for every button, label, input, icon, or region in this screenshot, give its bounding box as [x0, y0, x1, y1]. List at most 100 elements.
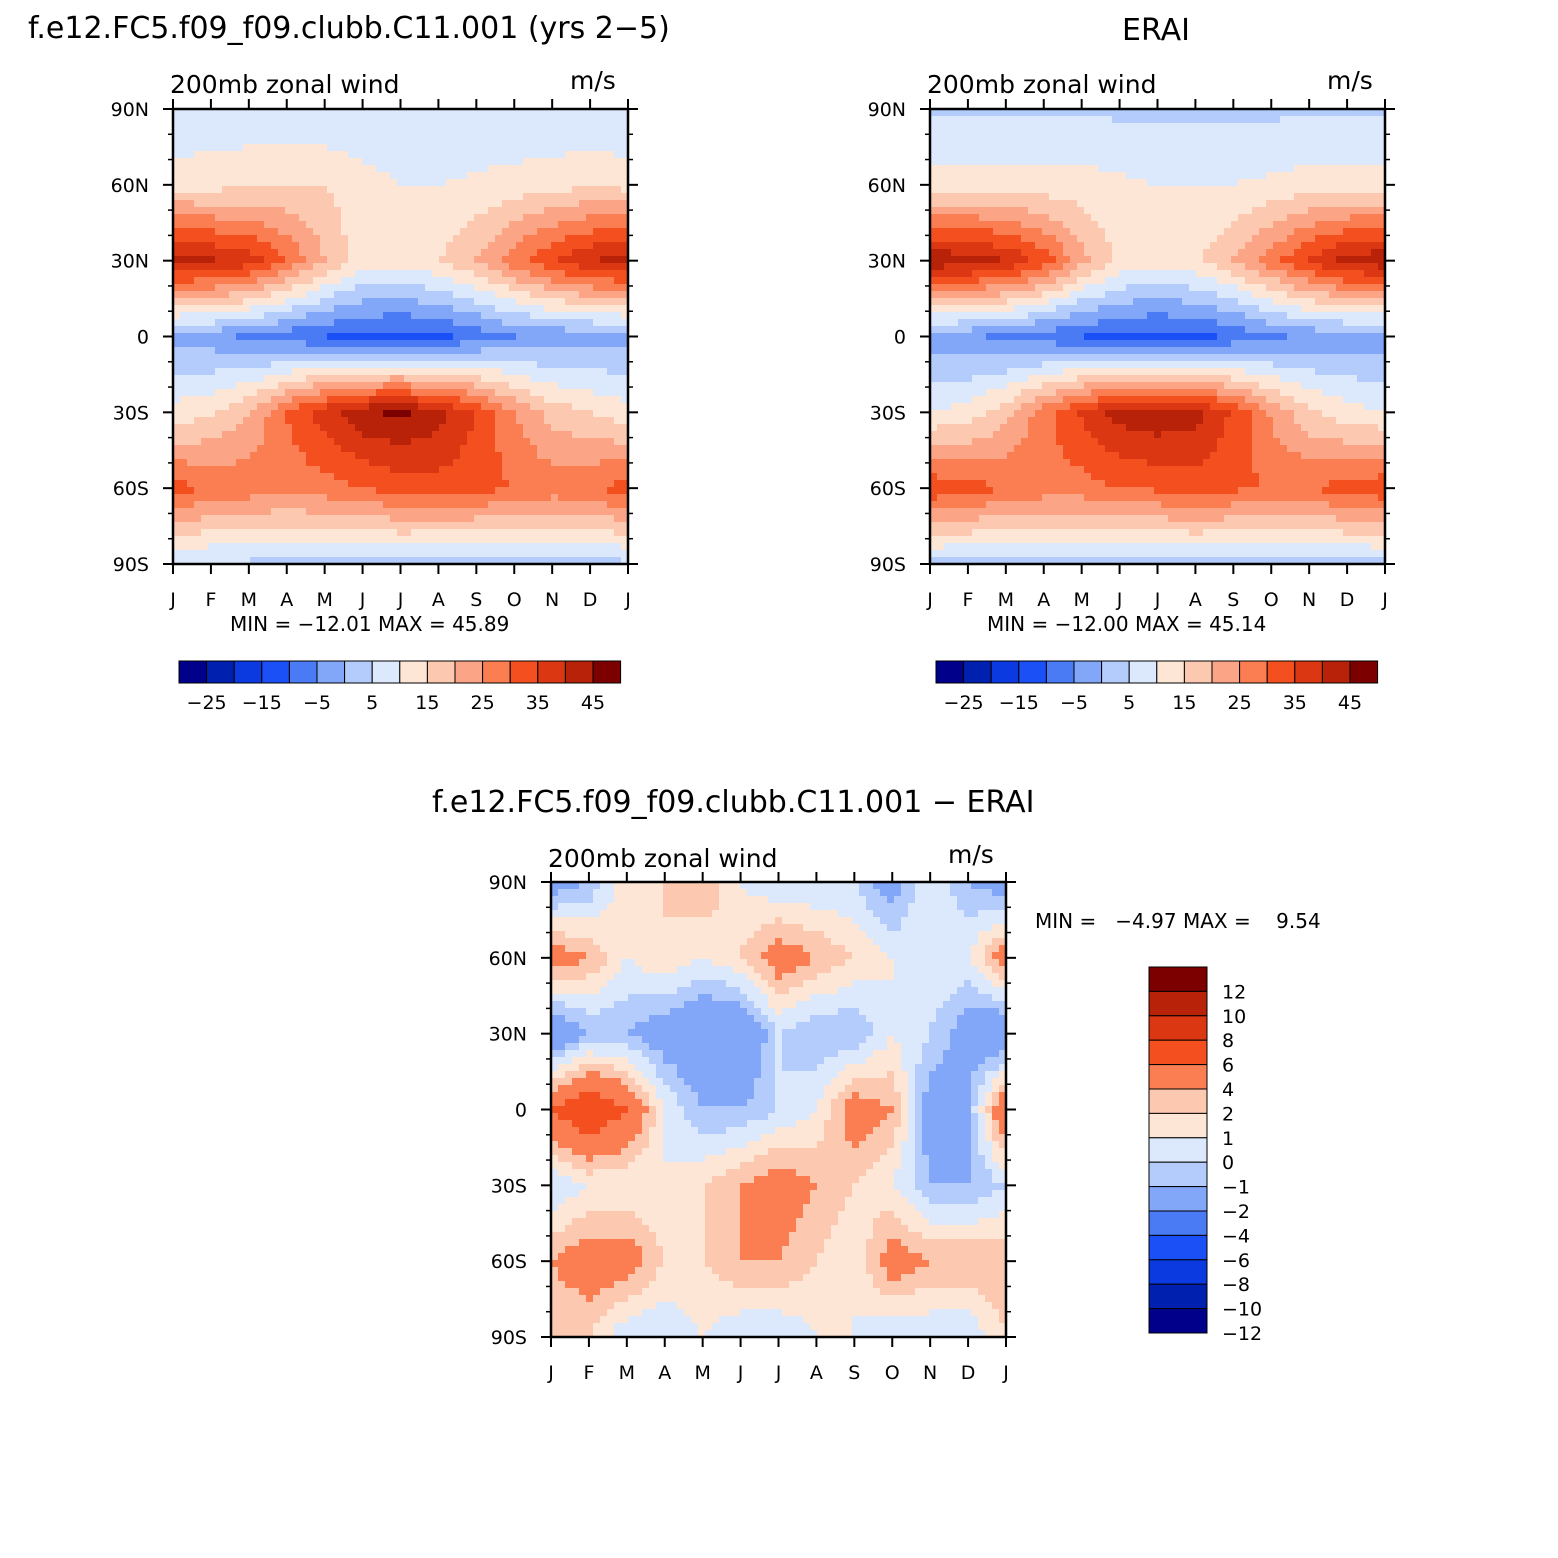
heatmap-cell — [1287, 165, 1295, 173]
heatmap-cell — [572, 270, 580, 278]
heatmap-cell — [327, 333, 335, 341]
heatmap-cell — [285, 473, 293, 481]
heatmap-cell — [369, 186, 377, 194]
heatmap-cell — [194, 459, 202, 467]
heatmap-cell — [432, 165, 440, 173]
heatmap-cell — [495, 501, 503, 509]
heatmap-cell — [432, 116, 440, 124]
heatmap-cell — [460, 396, 468, 404]
heatmap-cell — [334, 480, 342, 488]
heatmap-cell — [607, 522, 615, 530]
heatmap-cell — [565, 424, 573, 432]
heatmap-cell — [579, 501, 587, 509]
heatmap-cell — [579, 130, 587, 138]
heatmap-cell — [544, 452, 552, 460]
heatmap-cell — [600, 403, 608, 411]
heatmap-cell — [313, 389, 321, 397]
heatmap-cell — [299, 158, 307, 166]
heatmap-cell — [502, 368, 510, 376]
heatmap-cell — [201, 508, 209, 516]
heatmap-cell — [418, 417, 426, 425]
heatmap-cell — [264, 116, 272, 124]
heatmap-cell — [614, 179, 622, 187]
heatmap-cell — [586, 165, 594, 173]
heatmap-cell — [222, 207, 230, 215]
heatmap-cell — [215, 326, 223, 334]
heatmap-cell — [579, 389, 587, 397]
heatmap-cell — [362, 249, 370, 257]
heatmap-cell — [516, 375, 524, 383]
heatmap-cell — [173, 389, 181, 397]
heatmap-cell — [404, 452, 412, 460]
heatmap-cell — [250, 333, 258, 341]
heatmap-cell — [243, 473, 251, 481]
heatmap-cell — [355, 445, 363, 453]
heatmap-cell — [558, 221, 566, 229]
heatmap-cell — [509, 298, 517, 306]
heatmap-cell — [341, 144, 349, 152]
heatmap-cell — [586, 235, 594, 243]
heatmap-cell — [495, 361, 503, 369]
heatmap-cell — [986, 172, 994, 180]
heatmap-cell — [411, 256, 419, 264]
heatmap-cell — [614, 368, 622, 376]
heatmap-cell — [264, 375, 272, 383]
heatmap-cell — [600, 417, 608, 425]
heatmap-cell — [341, 207, 349, 215]
heatmap-cell — [537, 179, 545, 187]
heatmap-cell — [327, 123, 335, 131]
heatmap-cell — [509, 214, 517, 222]
heatmap-cell — [397, 228, 405, 236]
heatmap-cell — [1000, 130, 1008, 138]
heatmap-cell — [558, 200, 566, 208]
heatmap-cell — [271, 151, 279, 159]
heatmap-cell — [418, 116, 426, 124]
heatmap-cell — [944, 158, 952, 166]
heatmap-cell — [488, 522, 496, 530]
heatmap-cell — [502, 165, 510, 173]
heatmap-cell — [495, 151, 503, 159]
heatmap-cell — [516, 417, 524, 425]
heatmap-cell — [439, 347, 447, 355]
heatmap-cell — [271, 207, 279, 215]
heatmap-cell — [439, 116, 447, 124]
heatmap-cell — [1196, 172, 1204, 180]
heatmap-cell — [243, 221, 251, 229]
heatmap-cell — [495, 340, 503, 348]
heatmap-cell — [306, 186, 314, 194]
heatmap-cell — [1287, 130, 1295, 138]
heatmap-cell — [250, 410, 258, 418]
heatmap-cell — [1315, 116, 1323, 124]
heatmap-cell — [558, 522, 566, 530]
heatmap-cell — [1357, 144, 1365, 152]
heatmap-cell — [453, 263, 461, 271]
heatmap-cell — [425, 543, 433, 551]
heatmap-cell — [243, 494, 251, 502]
heatmap-cell — [439, 312, 447, 320]
heatmap-cell — [944, 165, 952, 173]
heatmap-cell — [523, 417, 531, 425]
heatmap-cell — [362, 172, 370, 180]
heatmap-cell — [586, 137, 594, 145]
heatmap-cell — [446, 130, 454, 138]
heatmap-cell — [467, 263, 475, 271]
heatmap-cell — [201, 333, 209, 341]
heatmap-cell — [572, 179, 580, 187]
heatmap-cell — [299, 186, 307, 194]
heatmap-cell — [593, 382, 601, 390]
heatmap-cell — [1329, 137, 1337, 145]
heatmap-cell — [411, 312, 419, 320]
heatmap-cell — [614, 403, 622, 411]
heatmap-cell — [257, 354, 265, 362]
heatmap-cell — [1280, 165, 1288, 173]
heatmap-cell — [194, 389, 202, 397]
heatmap-cell — [537, 144, 545, 152]
heatmap-cell — [369, 424, 377, 432]
heatmap-cell — [586, 361, 594, 369]
heatmap-cell — [180, 333, 188, 341]
heatmap-cell — [257, 375, 265, 383]
heatmap-cell — [257, 326, 265, 334]
heatmap-cell — [453, 382, 461, 390]
heatmap-cell — [565, 249, 573, 257]
heatmap-cell — [509, 403, 517, 411]
